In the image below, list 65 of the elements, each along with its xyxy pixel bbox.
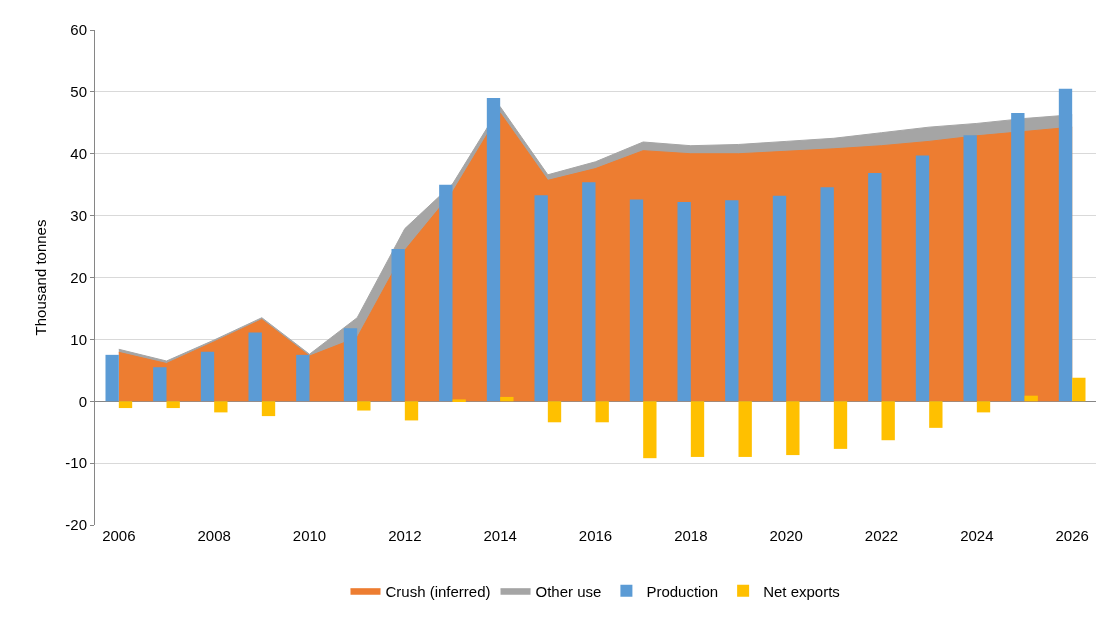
- bar: [881, 401, 895, 441]
- x-tick-label: 2026: [1055, 527, 1089, 544]
- bar: [153, 367, 167, 402]
- bar: [452, 399, 466, 402]
- legend-label: Production: [646, 582, 719, 600]
- y-tick-label: 40: [70, 145, 87, 162]
- legend-label: Crush (inferred): [385, 582, 491, 600]
- x-tick-label: 2018: [674, 527, 708, 544]
- bar: [1011, 112, 1025, 402]
- bar: [629, 199, 644, 402]
- bar: [963, 135, 977, 402]
- bar: [343, 328, 358, 402]
- bar: [929, 401, 943, 428]
- bar: [725, 200, 739, 402]
- bar: [786, 401, 800, 456]
- bar: [547, 401, 562, 423]
- y-tick-label: 10: [70, 330, 87, 348]
- bar: [595, 401, 609, 423]
- x-tick-label: 2010: [292, 527, 327, 544]
- bar: [915, 155, 930, 402]
- bar: [534, 195, 548, 402]
- bar: [357, 401, 371, 411]
- y-tick-label: 30: [70, 206, 87, 224]
- bar: [1058, 88, 1073, 402]
- bar: [404, 401, 419, 421]
- bar: [582, 182, 596, 402]
- x-tick-label: 2024: [960, 527, 994, 544]
- bar: [500, 396, 514, 402]
- x-tick-label: 2008: [197, 527, 231, 544]
- x-tick-label: 2020: [769, 527, 803, 544]
- bar: [105, 354, 119, 402]
- bar: [261, 401, 276, 417]
- bar: [248, 332, 262, 402]
- bar: [200, 351, 215, 402]
- bar: [118, 401, 133, 409]
- legend-label: Other use: [535, 582, 602, 600]
- bar: [976, 401, 991, 413]
- y-tick-label: 60: [70, 21, 87, 39]
- y-tick-label: -20: [65, 516, 87, 534]
- bar: [690, 401, 705, 457]
- bar: [833, 401, 848, 449]
- bar: [486, 98, 501, 402]
- x-tick-label: 2006: [102, 527, 136, 544]
- y-tick-label: 0: [78, 392, 87, 410]
- bar: [391, 249, 405, 402]
- bar: [439, 184, 453, 402]
- x-tick-label: 2016: [578, 527, 613, 544]
- bar: [820, 187, 834, 402]
- y-tick-label: -10: [65, 454, 87, 472]
- bar: [214, 401, 228, 413]
- bar: [738, 401, 752, 457]
- bar: [166, 401, 180, 409]
- x-tick-label: 2022: [864, 527, 899, 544]
- x-tick-label: 2012: [388, 527, 422, 544]
- bar: [643, 401, 657, 459]
- bar: [772, 195, 787, 402]
- y-tick-label: 50: [70, 83, 87, 101]
- x-tick-label: 2014: [483, 527, 517, 544]
- bar: [677, 202, 691, 402]
- y-tick-label: 20: [70, 268, 87, 286]
- bar: [296, 354, 310, 402]
- bar: [868, 172, 882, 402]
- bar: [1072, 377, 1086, 402]
- legend-label: Net exports: [763, 582, 840, 600]
- y-axis-title: Thousand tonnes: [31, 219, 49, 336]
